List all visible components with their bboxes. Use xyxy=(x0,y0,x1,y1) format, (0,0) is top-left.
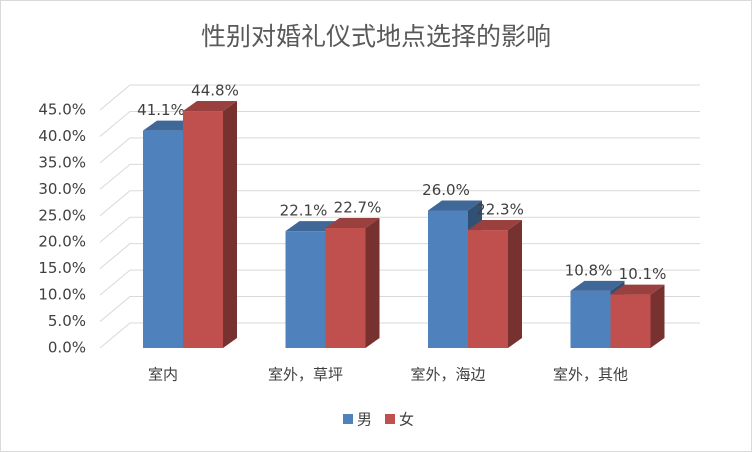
x-tick-label: 室外，草坪 xyxy=(268,366,343,384)
y-tick-label: 25.0% xyxy=(38,206,86,224)
legend-swatch xyxy=(343,414,353,424)
data-label: 22.7% xyxy=(334,198,382,216)
bar-top xyxy=(610,284,665,295)
y-tick-label: 0.0% xyxy=(48,339,86,357)
data-label: 26.0% xyxy=(422,181,470,199)
legend-label: 男 xyxy=(357,411,372,429)
grid-line xyxy=(99,84,700,111)
bar-top xyxy=(570,280,625,291)
bar-top xyxy=(183,101,237,112)
data-label: 22.1% xyxy=(280,202,328,220)
legend-swatch xyxy=(385,414,395,424)
bar xyxy=(610,284,665,348)
bar-side xyxy=(650,284,665,348)
bar-top xyxy=(428,200,482,211)
y-tick-label: 30.0% xyxy=(38,180,86,198)
bar-front xyxy=(570,290,611,348)
data-label: 44.8% xyxy=(191,82,239,100)
bar-front xyxy=(285,231,326,348)
bar-side xyxy=(508,220,522,348)
bar-side xyxy=(365,217,380,348)
x-tick-label: 室外，海边 xyxy=(410,366,485,384)
bar-front xyxy=(325,227,366,348)
y-tick-label: 20.0% xyxy=(38,233,86,251)
y-tick-label: 15.0% xyxy=(38,259,86,277)
bar xyxy=(325,217,380,348)
bar-top xyxy=(468,220,522,231)
x-tick-label: 室内 xyxy=(148,366,178,384)
data-label: 22.3% xyxy=(476,201,524,219)
data-label: 10.1% xyxy=(619,265,667,283)
bar-front xyxy=(468,230,508,348)
bar-front xyxy=(183,111,223,349)
grid-line xyxy=(99,137,700,164)
data-label: 41.1% xyxy=(137,101,185,119)
x-tick-label: 室外，其他 xyxy=(553,366,628,384)
y-tick-label: 45.0% xyxy=(38,101,86,119)
bar xyxy=(183,101,237,349)
data-label: 10.8% xyxy=(565,261,613,279)
bar-front xyxy=(610,294,651,348)
grid-line xyxy=(99,216,700,243)
bar-front xyxy=(143,130,183,348)
grid-line xyxy=(99,163,700,190)
y-tick-label: 10.0% xyxy=(38,286,86,304)
legend-label: 女 xyxy=(399,411,414,429)
bar-side xyxy=(223,101,237,349)
bar-front xyxy=(428,210,468,348)
y-tick-label: 5.0% xyxy=(48,312,86,330)
bar-top xyxy=(325,217,380,228)
y-tick-label: 40.0% xyxy=(38,127,86,145)
chart-title: 性别对婚礼仪式地点选择的影响 xyxy=(201,22,551,51)
grid-line xyxy=(99,110,700,137)
y-tick-label: 35.0% xyxy=(38,153,86,171)
bar xyxy=(468,220,522,348)
grid-line xyxy=(99,190,700,217)
